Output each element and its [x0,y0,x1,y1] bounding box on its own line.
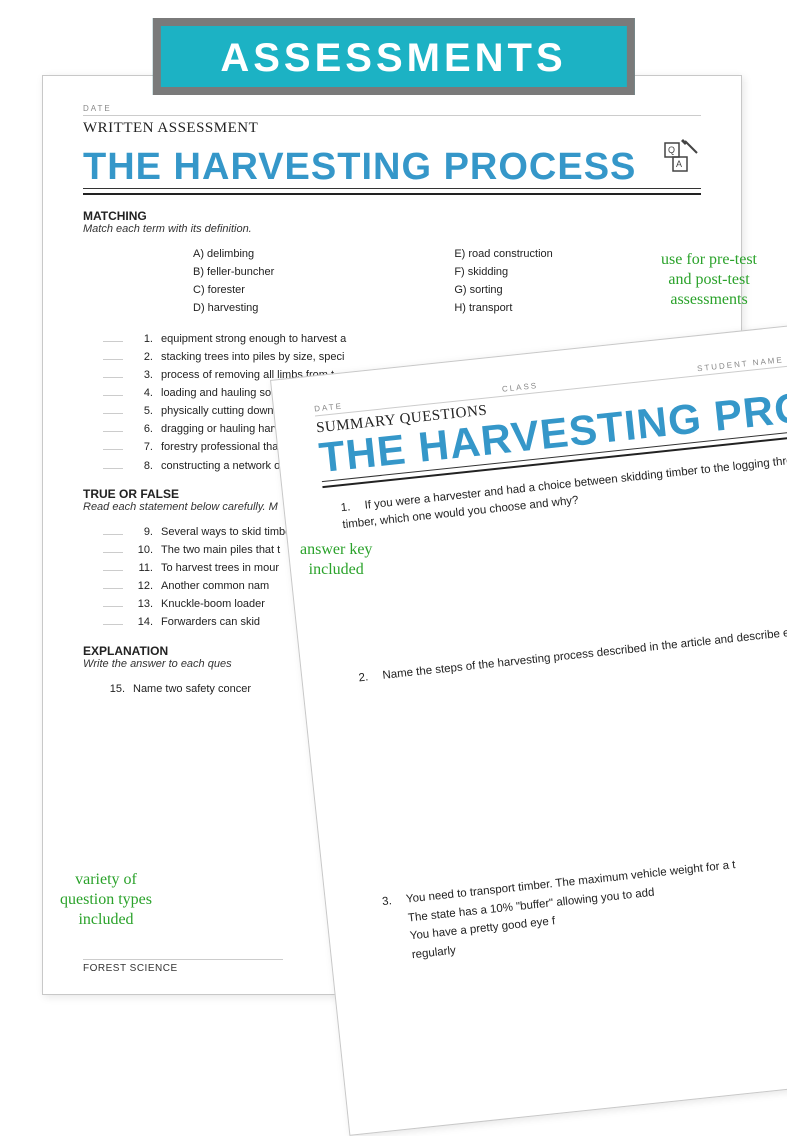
footer-subject: FOREST SCIENCE [83,959,283,974]
header-bar: DATE [83,104,701,116]
page-title: THE HARVESTING PROCESS [83,148,636,186]
tf-item: Forwarders can skid [161,613,260,631]
exp-item: Name two safety concer [133,680,251,698]
rule [83,188,701,189]
callout-pretest: use for pre-test and post-test assessmen… [661,250,757,310]
pencil-qa-icon: Q A [661,137,701,186]
tf-item: To harvest trees in mour [161,559,279,577]
term: F) skidding [454,263,552,281]
term: D) harvesting [193,299,274,317]
class-label: CLASS [502,381,539,394]
terms-left: A) delimbing B) feller-buncher C) forest… [193,245,274,318]
matching-sub: Match each term with its definition. [83,223,701,235]
term: G) sorting [454,281,552,299]
def: stacking trees into piles by size, speci [161,348,344,366]
matching-head: MATCHING [83,209,701,223]
term: C) forester [193,281,274,299]
callout-answerkey: answer key included [300,540,372,580]
date-label: DATE [314,402,344,414]
banner-text: ASSESSMENTS [220,36,566,81]
term: B) feller-buncher [193,263,274,281]
matching-terms: A) delimbing B) feller-buncher C) forest… [193,245,701,318]
tf-item: The two main piles that t [161,541,280,559]
rule-thick [83,193,701,195]
tf-item: Another common nam [161,577,269,595]
tf-item: Several ways to skid timbe [161,523,291,541]
worksheet-summary-questions: DATE CLASS STUDENT NAME SUMMARY QUESTION… [270,307,787,1136]
subtitle: WRITTEN ASSESSMENT [83,120,701,137]
date-label: DATE [83,104,112,113]
terms-right: E) road construction F) skidding G) sort… [454,245,552,318]
svg-text:Q: Q [668,145,675,155]
student-name-label: STUDENT NAME [697,355,784,373]
tf-item: Knuckle-boom loader [161,595,265,613]
def: equipment strong enough to harvest a [161,330,346,348]
banner: ASSESSMENTS [152,18,634,95]
term: H) transport [454,299,552,317]
term: E) road construction [454,245,552,263]
term: A) delimbing [193,245,274,263]
svg-text:A: A [676,159,682,169]
callout-variety: variety of question types included [60,870,152,930]
